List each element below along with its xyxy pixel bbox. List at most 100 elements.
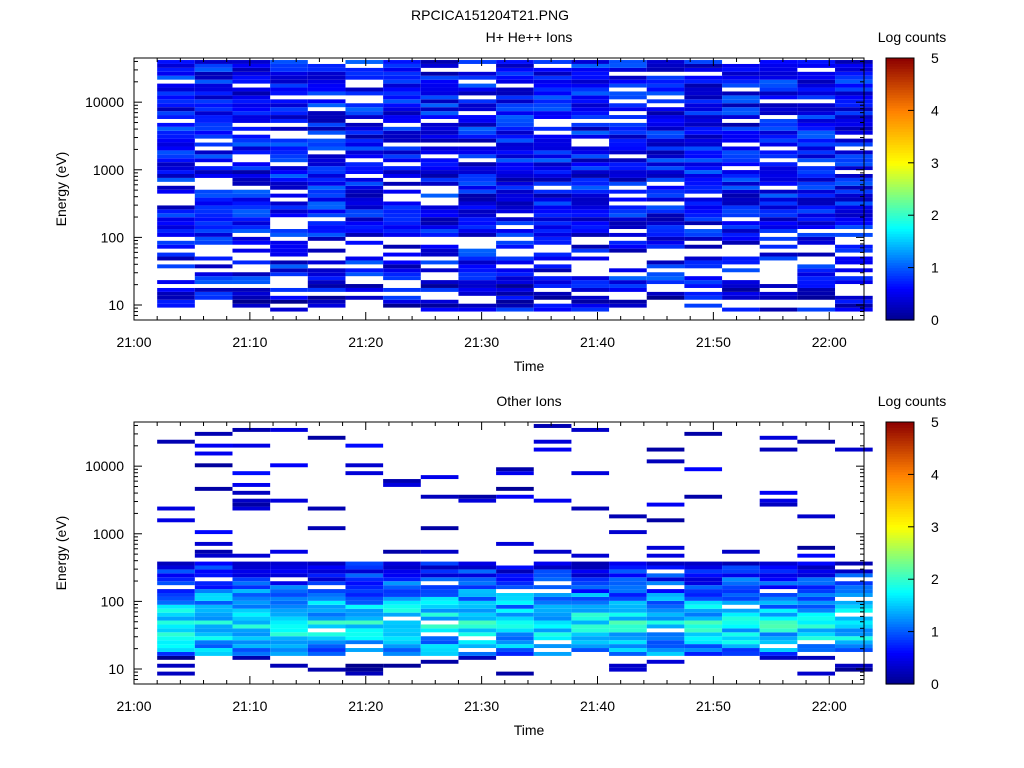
colorbar-segment — [886, 312, 914, 316]
heatmap-cell — [307, 640, 346, 645]
heatmap-cell — [646, 170, 685, 174]
heatmap-cell — [533, 177, 572, 182]
heatmap-cell — [646, 221, 685, 226]
heatmap-cell — [345, 134, 384, 139]
heatmap-cell — [609, 514, 647, 519]
heatmap-cell — [345, 209, 384, 214]
heatmap-cell — [383, 651, 421, 656]
heatmap-cell — [684, 651, 723, 656]
heatmap-cell — [270, 640, 308, 645]
heatmap-cell — [420, 624, 459, 629]
heatmap-cell — [571, 217, 610, 222]
heatmap-cell — [571, 162, 610, 167]
heatmap-cell — [571, 134, 610, 139]
heatmap-cell — [157, 154, 195, 159]
heatmap-cell — [722, 213, 760, 218]
colorbar-segment — [886, 272, 914, 277]
heatmap-cell — [383, 205, 421, 210]
heatmap-cell — [797, 205, 836, 210]
heatmap-cell — [646, 644, 685, 649]
colorbar-segment — [886, 236, 914, 240]
heatmap-cell — [759, 435, 798, 440]
colorbar-segment — [886, 626, 914, 630]
heatmap-cell — [797, 280, 836, 285]
heatmap-cell — [496, 581, 534, 586]
heatmap-cell — [684, 162, 723, 167]
heatmap-cell — [232, 248, 271, 253]
heatmap-cell — [684, 229, 723, 233]
colorbar-segment — [886, 518, 914, 523]
heatmap-cell — [383, 111, 421, 116]
heatmap-cell — [496, 142, 534, 147]
heatmap-cell — [345, 663, 384, 668]
heatmap-cell — [307, 67, 346, 72]
heatmap-cell — [609, 624, 647, 629]
heatmap-cell — [270, 209, 308, 214]
heatmap-cell — [797, 60, 836, 64]
heatmap-cell — [232, 174, 271, 178]
heatmap-cell — [571, 79, 610, 84]
heatmap-cell — [609, 608, 647, 613]
heatmap-cell — [232, 95, 271, 100]
heatmap-cell — [646, 616, 685, 621]
heatmap-cell — [684, 236, 723, 241]
heatmap-cell — [458, 130, 497, 135]
heatmap-cell — [684, 581, 723, 586]
heatmap-cell — [609, 628, 647, 633]
colorbar-segment — [886, 503, 914, 507]
heatmap-cell — [759, 201, 798, 206]
heatmap-cell — [270, 75, 308, 80]
heatmap-cell — [420, 63, 459, 68]
heatmap-cell — [194, 79, 233, 84]
heatmap-cell — [533, 60, 572, 64]
heatmap-cell — [722, 63, 760, 68]
heatmap-cell — [458, 589, 497, 594]
heatmap-cell — [609, 530, 647, 535]
heatmap-cell — [797, 291, 836, 296]
heatmap-cell — [835, 636, 873, 641]
heatmap-cell — [345, 240, 384, 245]
heatmap-cell — [759, 60, 798, 64]
heatmap-cell — [533, 577, 572, 582]
heatmap-cell — [420, 573, 459, 578]
heatmap-cell — [759, 225, 798, 230]
heatmap-cell — [835, 91, 873, 96]
heatmap-cell — [571, 608, 610, 613]
heatmap-cell — [835, 604, 873, 609]
heatmap-cell — [684, 115, 723, 119]
colorbar-segment — [886, 437, 914, 441]
heatmap-cell — [684, 213, 723, 218]
heatmap-cell — [270, 295, 308, 300]
heatmap-cell — [759, 63, 798, 68]
heatmap-cell — [722, 236, 760, 241]
heatmap-cell — [797, 197, 836, 202]
colorbar-segment — [886, 246, 914, 250]
heatmap-cell — [307, 272, 346, 277]
heatmap-cell — [571, 573, 610, 578]
colorbar-segment — [886, 573, 914, 578]
heatmap-cell — [270, 111, 308, 116]
heatmap-cell — [609, 244, 647, 249]
heatmap-cell — [270, 170, 308, 174]
heatmap-cell — [307, 620, 346, 625]
heatmap-cell — [533, 99, 572, 104]
heatmap-cell — [571, 553, 610, 558]
heatmap-cell — [609, 640, 647, 645]
heatmap-cell — [797, 604, 836, 609]
heatmap-cell — [270, 166, 308, 171]
colorbar-segment — [886, 133, 914, 138]
heatmap-cell — [571, 604, 610, 609]
heatmap-cell — [797, 118, 836, 123]
heatmap-cell — [420, 549, 459, 554]
heatmap-cell — [157, 644, 195, 649]
heatmap-cell — [797, 272, 836, 277]
heatmap-cell — [157, 63, 195, 68]
heatmap-cell — [458, 174, 497, 178]
heatmap-cell — [458, 115, 497, 119]
heatmap-cell — [232, 636, 271, 641]
heatmap-cell — [307, 569, 346, 574]
colorbar-segment — [886, 149, 914, 153]
heatmap-cell — [420, 221, 459, 226]
colorbar-segment — [886, 453, 914, 457]
heatmap-cell — [194, 158, 233, 163]
